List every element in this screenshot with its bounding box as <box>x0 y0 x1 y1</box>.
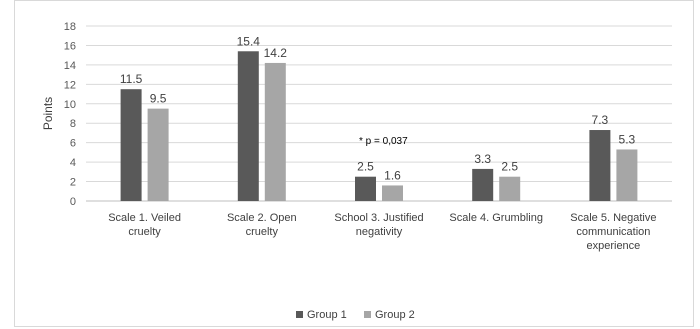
bar-2-3 <box>382 185 403 201</box>
legend-swatch-1 <box>296 311 303 318</box>
bar-1-5 <box>589 130 611 201</box>
data-label: 5.3 <box>619 132 636 146</box>
category-label: Scale 1. Veiled <box>108 212 181 224</box>
y-tick-label: 6 <box>70 138 76 150</box>
bars <box>120 51 638 202</box>
data-label: 1.6 <box>384 168 401 182</box>
category-label: communication <box>576 226 650 238</box>
y-tick-label: 10 <box>64 99 76 111</box>
data-label: 9.5 <box>150 92 167 106</box>
category-label: School 3. Justified <box>334 212 423 224</box>
bar-2-1 <box>147 108 169 201</box>
legend-swatch-2 <box>364 311 371 318</box>
y-tick-label: 18 <box>64 21 76 33</box>
legend-label-1: Group 1 <box>307 309 347 321</box>
y-tick-label: 2 <box>70 177 76 189</box>
y-tick-label: 8 <box>70 118 76 130</box>
y-tick-label: 14 <box>64 60 76 72</box>
bar-2-4 <box>499 176 521 201</box>
data-labels: 11.5 9.5 15.414.2 2.5 1.6 3.3 2.5 7.3 5.3 <box>120 34 636 182</box>
legend-label-2: Group 2 <box>375 309 415 321</box>
bar-1-3 <box>355 176 376 201</box>
category-labels: Scale 1. Veiled cruelty Scale 2. Open cruel… <box>108 212 656 252</box>
y-tick-label: 16 <box>64 40 76 52</box>
category-label: negativity <box>356 226 403 238</box>
bar-2-2 <box>264 62 286 201</box>
bar-2-5 <box>616 149 638 201</box>
gridlines <box>86 25 672 202</box>
category-label: experience <box>586 240 640 252</box>
data-label: 3.3 <box>474 152 491 166</box>
category-label: Scale 4. Grumbling <box>449 212 543 224</box>
y-tick-label: 12 <box>64 79 76 91</box>
category-label: cruelty <box>246 226 279 238</box>
y-axis-label: Points <box>41 97 55 130</box>
data-label: 11.5 <box>120 72 143 86</box>
y-tick-label: 0 <box>70 196 76 208</box>
bar-1-2 <box>237 51 259 202</box>
data-label: 15.4 <box>237 34 261 48</box>
data-label: 14.2 <box>264 46 288 60</box>
legend: Group 1 Group 2 <box>296 309 415 321</box>
category-label: Scale 2. Open <box>227 212 297 224</box>
y-axis-ticks: 0 2 4 6 8 10 12 14 16 18 <box>64 21 76 208</box>
data-label: 2.5 <box>501 160 518 174</box>
bar-1-1 <box>120 89 142 201</box>
category-label: Scale 5. Negative <box>570 212 656 224</box>
data-label: 7.3 <box>592 113 609 127</box>
data-label: 2.5 <box>357 160 374 174</box>
y-tick-label: 4 <box>70 157 76 169</box>
significance-annotation: * p = 0,037 <box>359 136 408 147</box>
bar-1-4 <box>472 168 494 201</box>
category-label: cruelty <box>128 226 161 238</box>
